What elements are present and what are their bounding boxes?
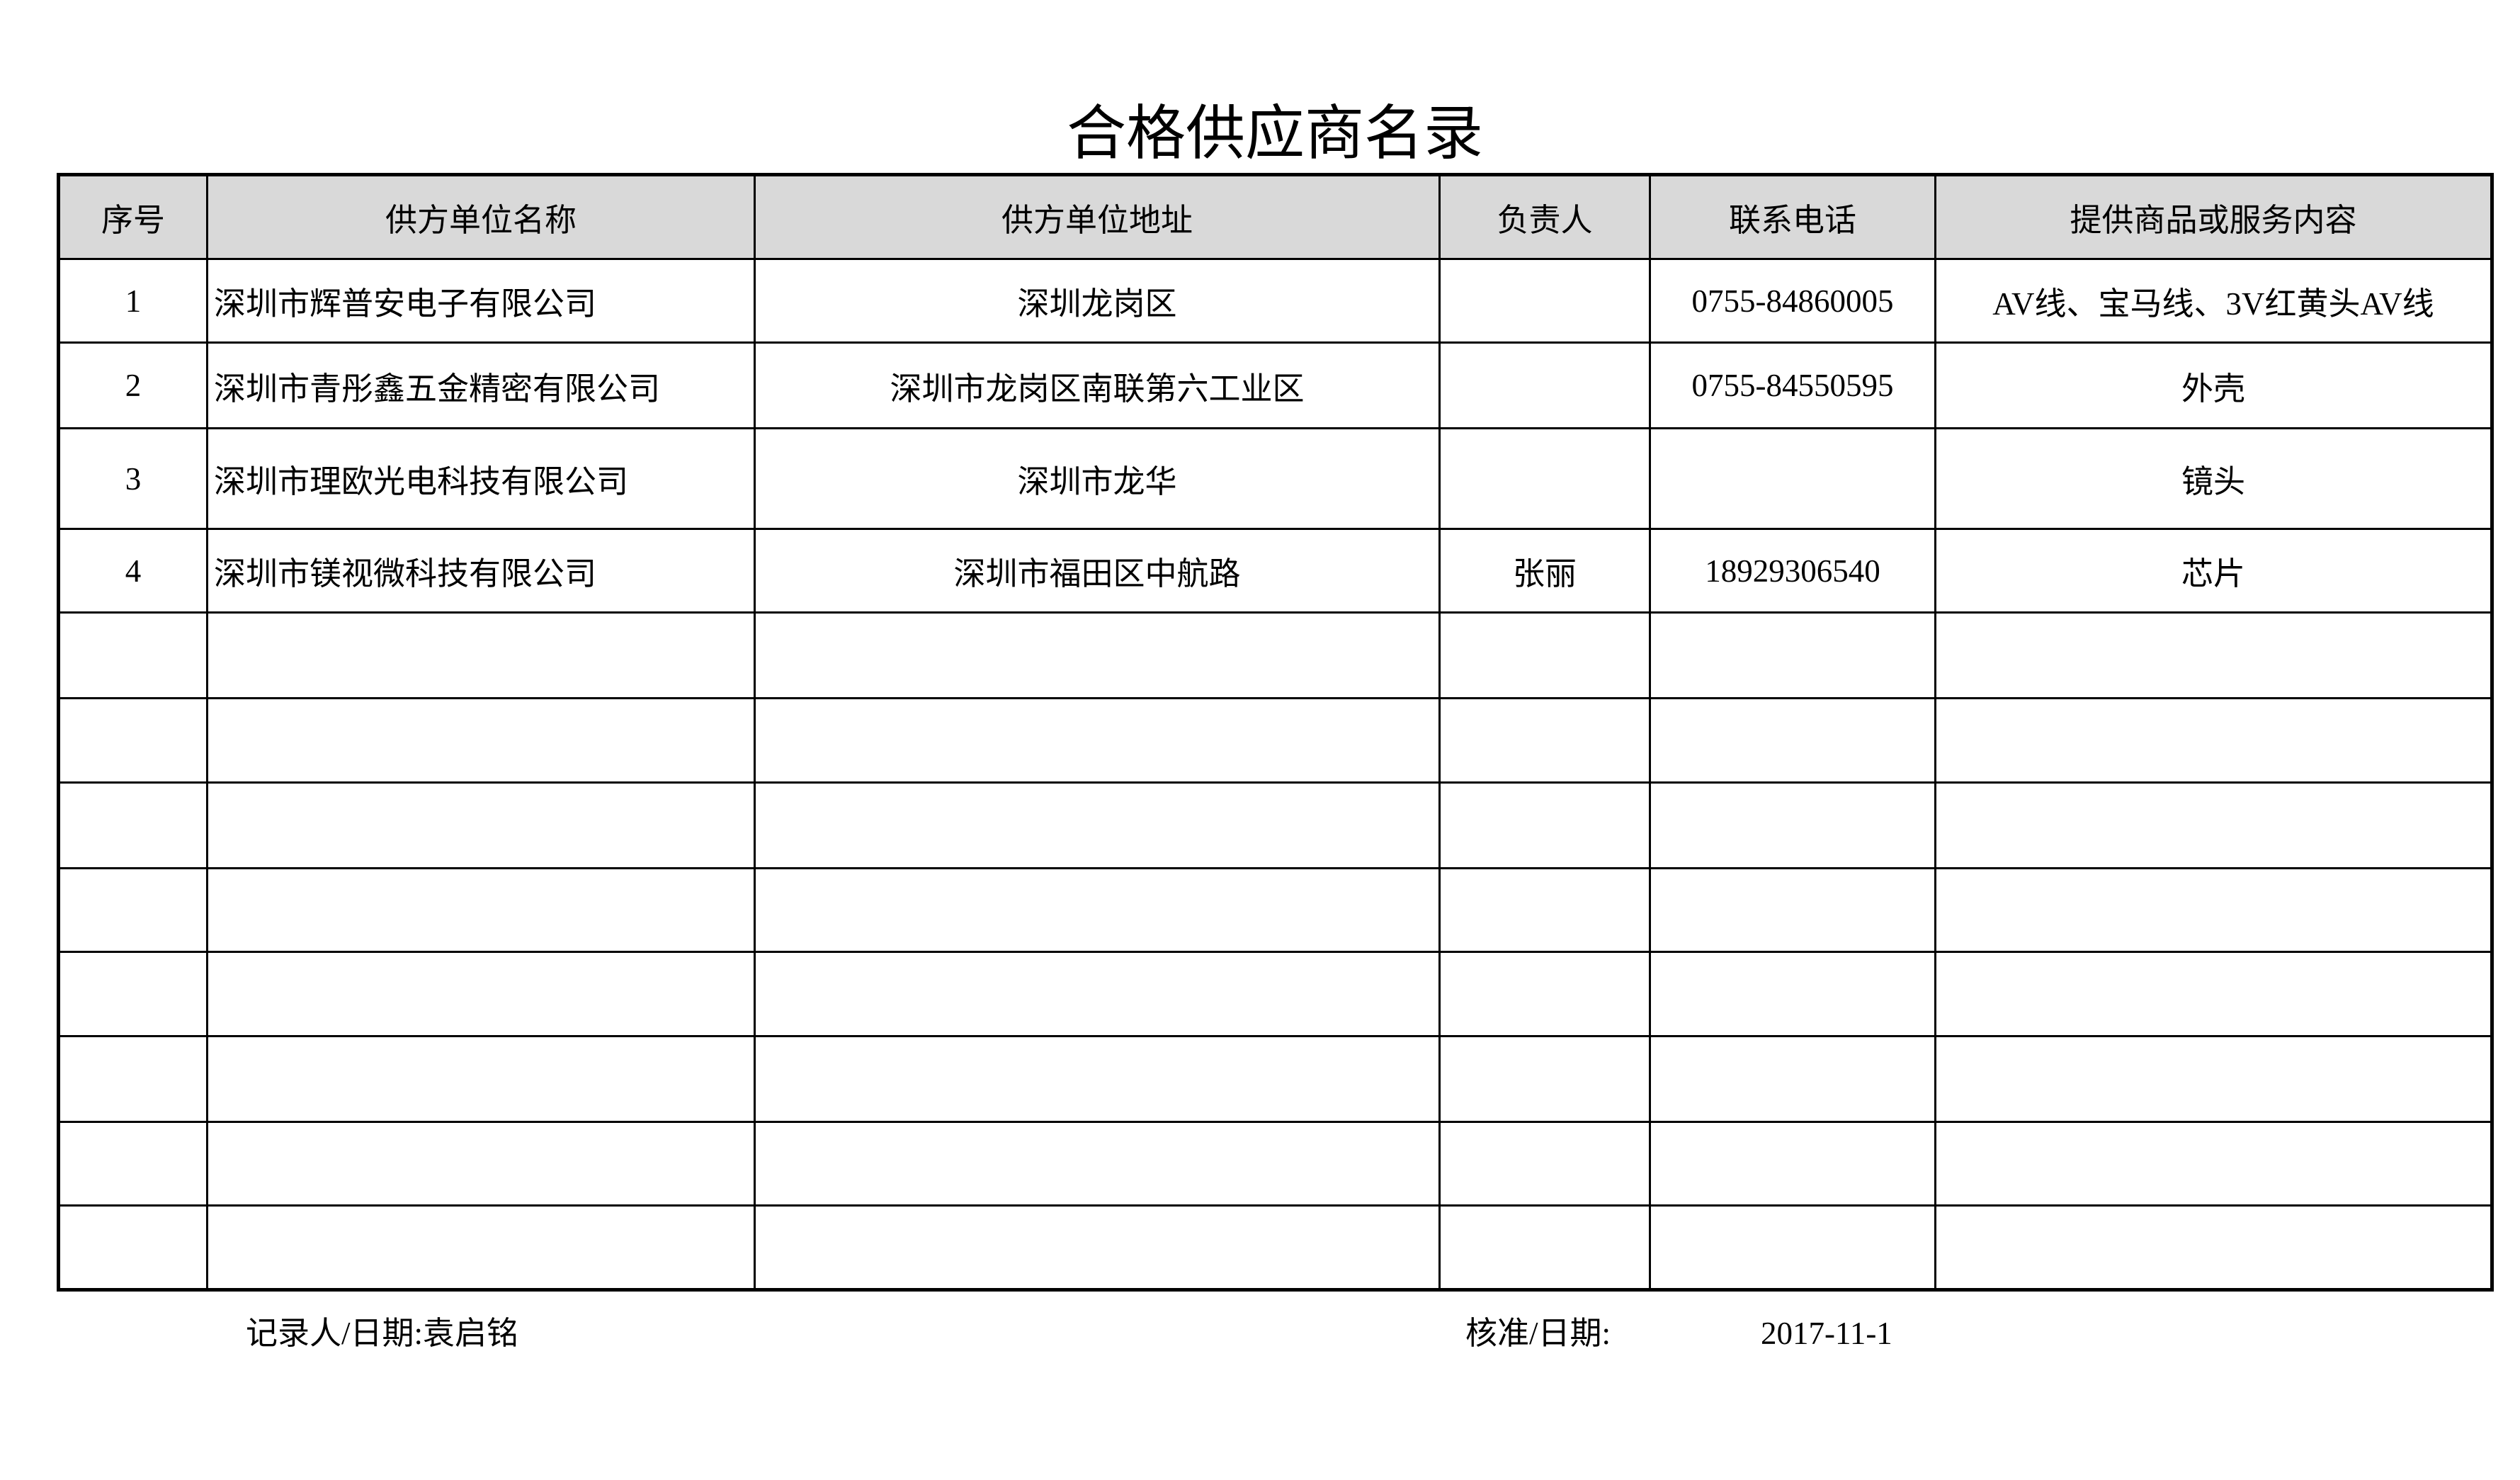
column-header-products: 提供商品或服务内容 [1934, 174, 2493, 260]
cell-contact-person [1438, 781, 1651, 869]
cell-products [1934, 867, 2493, 953]
cell-products [1934, 611, 2493, 699]
cell-supplier-name: 深圳市青彤鑫五金精密有限公司 [206, 341, 756, 429]
cell-supplier-name: 深圳市镁视微科技有限公司 [206, 528, 756, 614]
cell-supplier-address [754, 1035, 1441, 1123]
table-row [57, 1035, 2493, 1123]
cell-contact-person [1438, 258, 1651, 344]
table-row [57, 611, 2493, 699]
cell-index [57, 1035, 208, 1123]
cell-index [57, 867, 208, 953]
table-row: 3 深圳市理欧光电科技有限公司 深圳市龙华 镜头 [57, 427, 2493, 530]
cell-supplier-address: 深圳市福田区中航路 [754, 528, 1441, 614]
cell-contact-person [1438, 1121, 1651, 1207]
cell-phone [1649, 611, 1936, 699]
cell-supplier-address [754, 781, 1441, 869]
cell-contact-person [1438, 1035, 1651, 1123]
cell-index [57, 781, 208, 869]
column-header-phone: 联系电话 [1649, 174, 1936, 260]
cell-supplier-name [206, 867, 756, 953]
cell-phone: 0755-84860005 [1649, 258, 1936, 344]
cell-phone [1649, 951, 1936, 1037]
cell-contact-person [1438, 427, 1651, 530]
cell-phone [1649, 1035, 1936, 1123]
table-row: 4 深圳市镁视微科技有限公司 深圳市福田区中航路 张丽 18929306540 芯片 [57, 528, 2493, 614]
cell-supplier-address [754, 951, 1441, 1037]
cell-index [57, 697, 208, 784]
cell-products: 外壳 [1934, 341, 2493, 429]
cell-supplier-address [754, 1121, 1441, 1207]
cell-supplier-address: 深圳龙岗区 [754, 258, 1441, 344]
supplier-table: 序号 供方单位名称 供方单位地址 负责人 联系电话 提供商品或服务内容 1 深圳市辉普安电子… [57, 173, 2494, 1292]
cell-products [1934, 1121, 2493, 1207]
cell-products [1934, 951, 2493, 1037]
cell-contact-person: 张丽 [1438, 528, 1651, 614]
table-row: 1 深圳市辉普安电子有限公司 深圳龙岗区 0755-84860005 AV线、宝马线、3… [57, 258, 2493, 344]
page-title: 合格供应商名录 [1066, 101, 1483, 167]
table-row [57, 867, 2493, 953]
cell-supplier-address [754, 1204, 1441, 1291]
cell-contact-person [1438, 611, 1651, 699]
cell-phone: 18929306540 [1649, 528, 1936, 614]
cell-supplier-name [206, 1035, 756, 1123]
cell-supplier-address: 深圳市龙岗区南联第六工业区 [754, 341, 1441, 429]
column-header-supplier-name: 供方单位名称 [206, 174, 756, 260]
header-row: 序号 供方单位名称 供方单位地址 负责人 联系电话 提供商品或服务内容 [57, 174, 2493, 260]
cell-phone [1649, 697, 1936, 784]
cell-products [1934, 1204, 2493, 1291]
cell-supplier-name [206, 781, 756, 869]
cell-supplier-name: 深圳市理欧光电科技有限公司 [206, 427, 756, 530]
cell-products [1934, 697, 2493, 784]
cell-supplier-name [206, 697, 756, 784]
table-row [57, 697, 2493, 784]
cell-products [1934, 781, 2493, 869]
cell-supplier-address [754, 611, 1441, 699]
table-row [57, 1121, 2493, 1207]
cell-index [57, 1204, 208, 1291]
approval-date: 2017-11-1 [1761, 1316, 1892, 1351]
cell-products: AV线、宝马线、3V红黄头AV线 [1934, 258, 2493, 344]
cell-index: 4 [57, 528, 208, 614]
cell-index: 2 [57, 341, 208, 429]
cell-phone [1649, 1121, 1936, 1207]
cell-supplier-name [206, 1121, 756, 1207]
cell-index: 3 [57, 427, 208, 530]
cell-phone [1649, 1204, 1936, 1291]
cell-supplier-name [206, 951, 756, 1037]
table-row [57, 951, 2493, 1037]
cell-products [1934, 1035, 2493, 1123]
table-row [57, 1204, 2493, 1291]
cell-supplier-address [754, 867, 1441, 953]
approver-label: 核准/日期: [1465, 1316, 1611, 1351]
cell-products: 芯片 [1934, 528, 2493, 614]
cell-contact-person [1438, 697, 1651, 784]
cell-supplier-address [754, 697, 1441, 784]
cell-contact-person [1438, 1204, 1651, 1291]
table-row [57, 781, 2493, 869]
cell-supplier-address: 深圳市龙华 [754, 427, 1441, 530]
column-header-index: 序号 [57, 174, 208, 260]
cell-supplier-name: 深圳市辉普安电子有限公司 [206, 258, 756, 344]
cell-products: 镜头 [1934, 427, 2493, 530]
cell-index [57, 951, 208, 1037]
cell-phone [1649, 867, 1936, 953]
cell-phone [1649, 781, 1936, 869]
column-header-supplier-address: 供方单位地址 [754, 174, 1441, 260]
cell-supplier-name [206, 611, 756, 699]
cell-index: 1 [57, 258, 208, 344]
cell-contact-person [1438, 867, 1651, 953]
recorder-label: 记录人/日期:袁启铭 [246, 1316, 519, 1351]
cell-index [57, 1121, 208, 1207]
cell-phone: 0755-84550595 [1649, 341, 1936, 429]
cell-index [57, 611, 208, 699]
cell-contact-person [1438, 951, 1651, 1037]
cell-supplier-name [206, 1204, 756, 1291]
cell-contact-person [1438, 341, 1651, 429]
table-row: 2 深圳市青彤鑫五金精密有限公司 深圳市龙岗区南联第六工业区 0755-8455059… [57, 341, 2493, 429]
cell-phone [1649, 427, 1936, 530]
column-header-contact-person: 负责人 [1438, 174, 1651, 260]
